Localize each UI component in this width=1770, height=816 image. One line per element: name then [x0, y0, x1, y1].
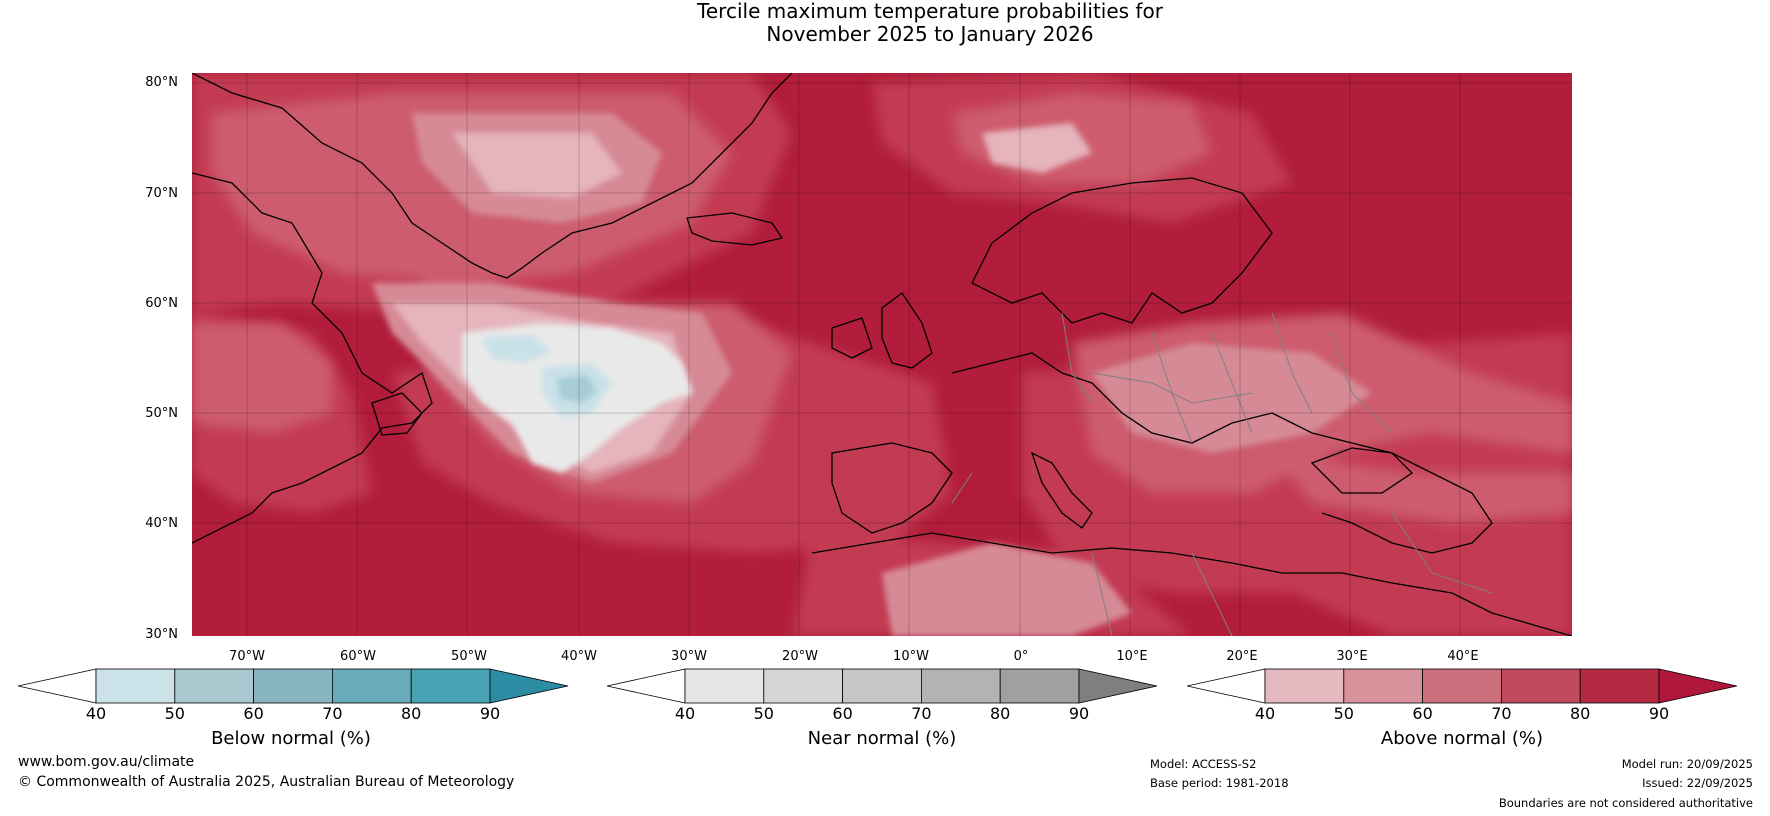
colorbar-above-normal [1187, 668, 1737, 704]
colorbar-near-segment [684, 668, 765, 704]
region-above-50-north [982, 123, 1092, 173]
coastlines [192, 73, 1572, 636]
colorbar-near-tick: 70 [911, 704, 932, 723]
colorbar-above-tick: 50 [1333, 704, 1354, 723]
colorbar-below-segment [174, 668, 255, 704]
region-below-normal-50 [482, 335, 552, 363]
colorbar-below-extend-low [18, 668, 97, 704]
title-line-1: Tercile maximum temperature probabilitie… [697, 0, 1163, 23]
region-above-70-labrador [192, 323, 332, 433]
colorbar-near-normal [607, 668, 1157, 704]
footer-copyright: © Commonwealth of Australia 2025, Austra… [18, 774, 515, 790]
colorbar-above-tick: 60 [1412, 704, 1433, 723]
legend-label-below: Below normal (%) [211, 728, 371, 749]
colorbar-above-tick: 70 [1491, 704, 1512, 723]
region-above-70-south [1272, 453, 1572, 523]
region-above-60-europe [1092, 343, 1372, 453]
colorbar-below-tick: 50 [164, 704, 185, 723]
lon-label-70w: 70°W [229, 649, 265, 664]
africa-coast [811, 532, 1572, 636]
lat-label-60n: 60°N [145, 296, 178, 311]
lon-label-20w: 20°W [782, 649, 818, 664]
colorbar-near-tick: 90 [1068, 704, 1090, 723]
colorbar-near-segment [842, 668, 922, 704]
uk-coast [881, 292, 933, 369]
colorbar-below-tick: 90 [479, 704, 501, 723]
colorbar-above-tick: 90 [1648, 704, 1670, 723]
lon-label-10e: 10°E [1116, 649, 1148, 664]
colorbar-above-segment [1343, 668, 1424, 704]
lat-label-50n: 50°N [145, 406, 178, 421]
colorbar-near-tick: 80 [990, 704, 1011, 723]
colorbar-above-segment [1264, 668, 1345, 704]
ireland-coast [831, 317, 873, 359]
colorbar-near-tick: 50 [753, 704, 774, 723]
iceland-coast [686, 212, 784, 246]
colorbar-near-tick: 60 [832, 704, 853, 723]
colorbar-above-segment [1422, 668, 1502, 704]
colorbar-below-segment [95, 668, 176, 704]
colorbar-above-segment [1579, 668, 1660, 704]
colorbar-above-tick: 40 [1254, 704, 1276, 723]
footer-issued: Issued: 22/09/2025 [1642, 776, 1753, 790]
lon-label-50w: 50°W [451, 649, 487, 664]
lon-label-10w: 10°W [893, 649, 929, 664]
colorbar-near-tick: 40 [674, 704, 696, 723]
colorbar-below-segment [331, 668, 412, 704]
footer-website: www.bom.gov.au/climate [18, 754, 195, 770]
colorbar-near-segment [920, 668, 1001, 704]
colorbar-below-tick: 70 [322, 704, 343, 723]
footer-model: Model: ACCESS-S2 [1150, 757, 1257, 771]
colorbar-below-segment [253, 668, 333, 704]
lat-label-70n: 70°N [145, 186, 178, 201]
colorbar-below-segment [410, 668, 491, 704]
map-svg [192, 73, 1572, 636]
title-line-2: November 2025 to January 2026 [766, 22, 1094, 46]
canada-coast [192, 172, 433, 544]
footer-model-run: Model run: 20/09/2025 [1621, 757, 1753, 771]
newfoundland-coast [371, 392, 423, 436]
legend-label-near: Near normal (%) [807, 728, 957, 749]
region-above-60-africa [882, 543, 1132, 636]
iberia-coast [831, 442, 953, 534]
lon-label-30e: 30°E [1336, 649, 1368, 664]
lon-label-0: 0° [1013, 649, 1029, 664]
colorbar-below-normal [18, 668, 568, 704]
footer-base-period: Base period: 1981-2018 [1150, 776, 1289, 790]
lat-label-80n: 80°N [145, 75, 178, 90]
colorbar-above-extend-low [1187, 668, 1266, 704]
lat-label-30n: 30°N [145, 627, 178, 642]
colorbar-near-segment [763, 668, 844, 704]
colorbar-below-tick: 40 [85, 704, 107, 723]
colorbar-near-extend-high [1078, 668, 1157, 704]
colorbar-near-segment [999, 668, 1080, 704]
black-sea-coast [1310, 447, 1414, 494]
greenland-coast [192, 73, 793, 279]
chart-title: Tercile maximum temperature probabilitie… [0, 0, 1770, 46]
europe-coast [951, 352, 1493, 554]
colorbar-below-extend-high [489, 668, 568, 704]
lon-label-40e: 40°E [1447, 649, 1479, 664]
colorbar-above-tick: 80 [1570, 704, 1591, 723]
colorbar-above-segment [1500, 668, 1581, 704]
region-above-50-greenland [452, 133, 622, 198]
forecast-map [192, 73, 1572, 636]
legend-label-above: Above normal (%) [1380, 728, 1544, 749]
lon-label-40w: 40°W [561, 649, 597, 664]
region-below-normal-60 [557, 375, 597, 403]
lon-label-30w: 30°W [671, 649, 707, 664]
footer-disclaimer: Boundaries are not considered authoritat… [1498, 796, 1753, 810]
colorbar-near-extend-low [607, 668, 686, 704]
colorbar-below-tick: 80 [401, 704, 422, 723]
country-borders [951, 312, 1493, 636]
lat-label-40n: 40°N [145, 516, 178, 531]
lon-label-20e: 20°E [1226, 649, 1258, 664]
scandinavia-coast [971, 177, 1273, 324]
graticule [192, 73, 1572, 636]
lon-label-60w: 60°W [340, 649, 376, 664]
italy-coast [1030, 451, 1093, 529]
colorbar-above-extend-high [1658, 668, 1737, 704]
colorbar-below-tick: 60 [243, 704, 264, 723]
